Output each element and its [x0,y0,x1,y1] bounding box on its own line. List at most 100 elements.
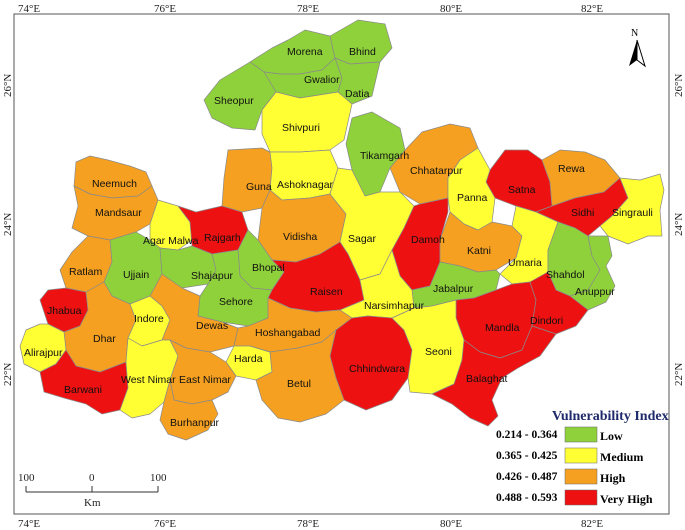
district-label: Ashoknagar [277,179,334,191]
district-sheopur[interactable] [203,61,277,131]
district-label: Umaria [508,257,542,269]
bottom-tick: 78°E [297,518,319,530]
district-label: Harda [234,353,263,365]
bottom-tick: 82°E [581,518,603,530]
scale-bar: 100 0 100 Km [18,472,167,509]
district-label: Sagar [348,233,377,245]
district-label: Indore [134,313,164,325]
left-tick: 26°N [2,74,14,97]
legend-class: Very High [600,492,653,506]
district-label: Shivpuri [282,122,320,134]
top-tick: 78°E [297,3,319,15]
district-label: Balaghat [466,373,508,385]
right-tick: 24°N [673,213,685,236]
legend-range: 0.488 - 0.593 [496,492,558,504]
district-label: East Nimar [179,374,231,386]
district-label: Jabalpur [433,283,474,295]
scale-label: 100 [18,472,35,484]
bottom-ticks: 74°E 76°E 78°E 80°E 82°E [18,518,603,530]
bottom-tick: 80°E [440,518,462,530]
district-ashoknagar[interactable] [269,149,339,201]
legend-class: High [600,471,626,485]
district-label: Mandla [485,322,520,334]
district-label: Tikamgarh [360,150,409,162]
legend-class: Medium [600,450,643,464]
legend: Vulnerability Index 0.214 - 0.364 Low 0.… [496,409,669,506]
district-label: Sidhi [571,207,594,219]
district-label: Chhindwara [349,363,405,375]
north-arrow-icon-half [636,39,646,68]
top-tick: 74°E [18,3,40,15]
district-burhanpur[interactable] [159,379,219,441]
district-label: Guna [246,181,272,193]
district-east-nimar[interactable] [169,339,237,405]
north-label: N [631,28,638,39]
legend-range: 0.426 - 0.487 [496,471,558,483]
scale-label: 100 [150,472,167,484]
legend-swatch-very-high [564,489,598,506]
district-label: Satna [508,184,536,196]
legend-range: 0.214 - 0.364 [496,429,558,441]
district-label: Anuppur [575,286,615,298]
district-label: Shajapur [191,270,234,282]
district-label: Bhopal [252,262,285,274]
district-label: Ujjain [123,269,149,281]
district-label: Betul [287,378,311,390]
legend-swatch-low [564,426,598,443]
district-label: Narsimhapur [364,300,425,312]
district-label: Vidisha [283,231,317,243]
district-label: Singrauli [612,207,653,219]
district-dindori[interactable] [529,271,589,335]
district-label: Datia [345,88,370,100]
bottom-tick: 74°E [18,518,40,530]
left-tick: 22°N [2,363,14,386]
district-labels: Morena Bhind Gwalior Datia Sheopur Shivp… [24,46,653,429]
district-label: Neemuch [92,178,137,190]
district-label: Agar Malwa [143,235,199,247]
top-ticks: 74°E 76°E 78°E 80°E 82°E [18,3,603,15]
district-label: Bhind [349,46,376,58]
left-ticks: 26°N 24°N 22°N [2,74,14,386]
district-label: Sheopur [214,95,254,107]
district-label: Panna [457,192,488,204]
legend-swatch-medium [564,447,598,464]
district-anuppur[interactable] [569,235,616,311]
top-tick: 82°E [581,3,603,15]
right-tick: 22°N [673,363,685,386]
district-panna[interactable] [447,147,496,231]
legend-range: 0.365 - 0.425 [496,450,558,462]
district-label: Sehore [219,296,253,308]
district-label: Seoni [425,346,452,358]
legend-title: Vulnerability Index [552,409,669,424]
district-label: Alirajpur [24,347,63,359]
district-label: Dewas [196,320,228,332]
right-tick: 26°N [673,74,685,97]
district-tikamgarh[interactable] [345,111,406,197]
district-label: Barwani [64,384,102,396]
district-label: Katni [467,245,491,257]
district-label: Rewa [558,163,585,175]
district-label: Mandsaur [95,207,142,219]
top-tick: 76°E [154,3,176,15]
scale-label: 0 [89,472,95,484]
district-label: Dhar [93,333,116,345]
district-label: Shahdol [546,269,585,281]
district-datia[interactable] [334,57,381,105]
bottom-tick: 76°E [154,518,176,530]
top-tick: 80°E [440,3,462,15]
district-label: Raisen [310,286,343,298]
district-balaghat[interactable] [431,325,557,427]
district-layer [19,19,665,441]
north-arrow-icon [629,40,637,66]
district-betul[interactable] [249,329,345,423]
district-label: Morena [287,46,323,58]
right-ticks: 26°N 24°N 22°N [673,74,685,386]
scale-unit: Km [84,497,101,509]
district-label: Jhabua [47,305,82,317]
district-label: West Nimar [121,374,176,386]
legend-class: Low [600,429,623,443]
district-label: Hoshangabad [255,327,321,339]
district-label: Rajgarh [204,232,241,244]
